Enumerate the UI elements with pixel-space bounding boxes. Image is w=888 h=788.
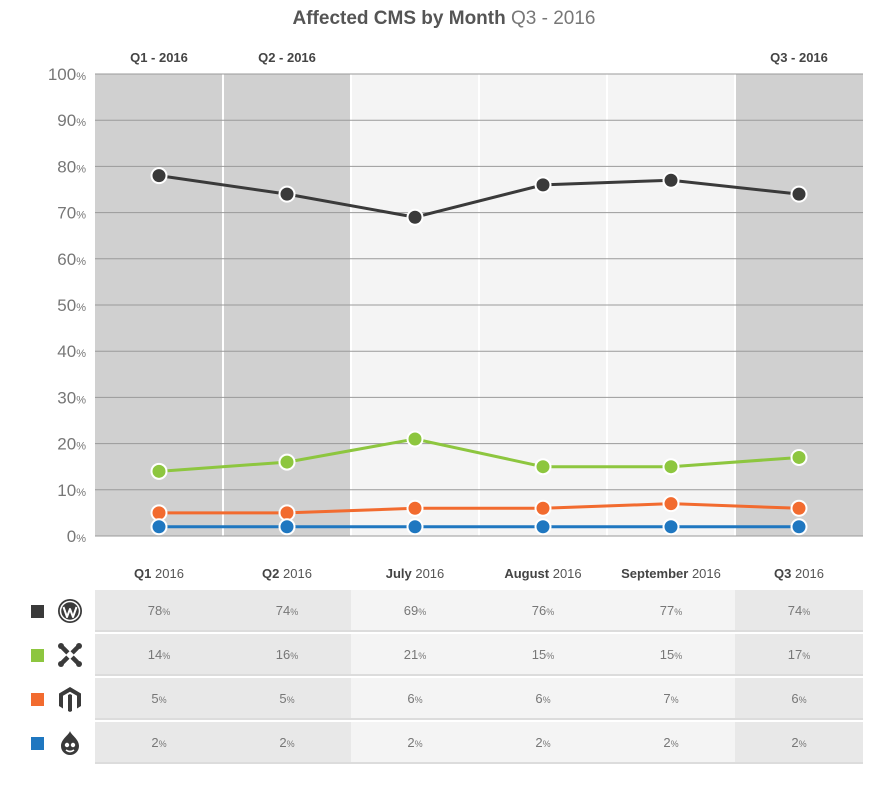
magento-point xyxy=(662,495,680,513)
joomla-icon xyxy=(57,642,83,668)
y-tick-label: 70% xyxy=(57,204,86,223)
table-column-header: Q1 2016 xyxy=(134,566,184,581)
wordpress-point xyxy=(534,176,552,194)
y-tick-label: 60% xyxy=(57,250,86,269)
table-row: 14% 16% 21% 15% 15% 17% xyxy=(20,634,863,676)
wordpress-point xyxy=(406,208,424,226)
y-tick-label: 0% xyxy=(67,527,86,546)
wordpress-point xyxy=(150,167,168,185)
magento-point xyxy=(406,499,424,517)
joomla-point xyxy=(278,453,296,471)
magento-point xyxy=(150,504,168,522)
table-cell: 7% xyxy=(607,678,735,720)
chart-title-main: Affected CMS by Month xyxy=(292,8,506,29)
joomla-legend-swatch xyxy=(31,649,44,662)
table-cell: 15% xyxy=(607,634,735,676)
joomla-point xyxy=(662,458,680,476)
x-band-label: Q1 - 2016 xyxy=(130,50,188,65)
y-tick-label: 90% xyxy=(57,111,86,130)
table-row: 5% 5% 6% 6% 7% 6% xyxy=(20,678,863,720)
table-cell: 74% xyxy=(223,590,351,632)
wordpress-point xyxy=(278,185,296,203)
y-tick-label: 20% xyxy=(57,435,86,454)
table-cell: 77% xyxy=(607,590,735,632)
joomla-point xyxy=(534,458,552,476)
magento-point xyxy=(278,504,296,522)
y-tick-label: 80% xyxy=(57,157,86,176)
y-tick-label: 30% xyxy=(57,388,86,407)
table-column-header: Q2 2016 xyxy=(262,566,312,581)
table-cell: 2% xyxy=(735,722,863,764)
y-tick-label: 40% xyxy=(57,342,86,361)
magento-line xyxy=(159,502,800,515)
magento-legend-swatch xyxy=(31,693,44,706)
row-divider xyxy=(95,718,863,720)
table-cell: 21% xyxy=(351,634,479,676)
joomla-point xyxy=(790,448,808,466)
x-band-label: Q3 - 2016 xyxy=(770,50,828,65)
magento-point xyxy=(534,499,552,517)
drupal-point xyxy=(790,518,808,536)
table-cell: 2% xyxy=(607,722,735,764)
table-cell: 2% xyxy=(95,722,223,764)
drupal-legend-swatch xyxy=(31,737,44,750)
wordpress-point xyxy=(662,171,680,189)
table-cell: 17% xyxy=(735,634,863,676)
table-row: 2% 2% 2% 2% 2% 2% xyxy=(20,722,863,764)
table-cell: 15% xyxy=(479,634,607,676)
table-cell: 2% xyxy=(223,722,351,764)
table-cell: 78% xyxy=(95,590,223,632)
table-column-header: Q3 2016 xyxy=(774,566,824,581)
drupal-point xyxy=(534,518,552,536)
row-divider xyxy=(95,674,863,676)
row-divider xyxy=(95,762,863,764)
chart-title-sub: Q3 - 2016 xyxy=(511,8,596,29)
table-cell: 2% xyxy=(479,722,607,764)
table-cell: 6% xyxy=(735,678,863,720)
table-column-header: July 2016 xyxy=(385,566,445,581)
magento-point xyxy=(790,499,808,517)
table-cell: 76% xyxy=(479,590,607,632)
table-cell: 6% xyxy=(351,678,479,720)
table-cell: 5% xyxy=(223,678,351,720)
wordpress-point xyxy=(790,185,808,203)
y-tick-label: 50% xyxy=(57,296,86,315)
drupal-point xyxy=(278,518,296,536)
line-chart: 0% 10% 20% 30% 40% 50% 60% 70% 80% 90% 100% Q1 - 20… xyxy=(48,50,863,546)
y-tick-label: 100% xyxy=(48,65,86,84)
drupal-point xyxy=(150,518,168,536)
joomla-line xyxy=(158,437,800,473)
table-cell: 14% xyxy=(95,634,223,676)
table-cell: 6% xyxy=(479,678,607,720)
table-header-row: Q1 2016 Q2 2016 July 2016 August 2016 Septem… xyxy=(95,566,863,586)
table-row: 78% 74% 69% 76% 77% 74% xyxy=(20,590,863,632)
wordpress-legend-swatch xyxy=(31,605,44,618)
table-column-header: August 2016 xyxy=(504,566,582,581)
table-cell: 2% xyxy=(351,722,479,764)
joomla-point xyxy=(150,462,168,480)
drupal-point xyxy=(662,518,680,536)
joomla-point xyxy=(406,430,424,448)
row-divider xyxy=(95,630,863,632)
x-band-label: Q2 - 2016 xyxy=(258,50,316,65)
wordpress-line xyxy=(158,174,800,219)
magento-icon xyxy=(57,686,83,712)
table-cell: 69% xyxy=(351,590,479,632)
chart-title: Affected CMS by Month Q3 - 2016 xyxy=(0,8,888,30)
drupal-icon xyxy=(57,730,83,756)
table-column-header: September 2016 xyxy=(621,566,721,581)
drupal-point xyxy=(406,518,424,536)
y-tick-label: 10% xyxy=(57,481,86,500)
wordpress-icon xyxy=(57,598,83,624)
table-cell: 74% xyxy=(735,590,863,632)
table-cell: 5% xyxy=(95,678,223,720)
table-cell: 16% xyxy=(223,634,351,676)
